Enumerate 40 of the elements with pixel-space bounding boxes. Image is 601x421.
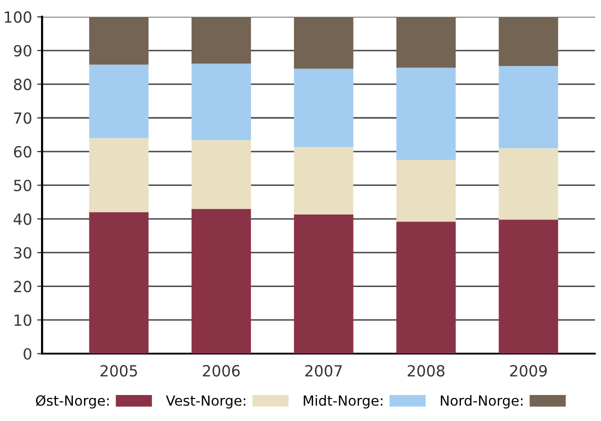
y-tick-label: 90 (14, 44, 32, 57)
bar (396, 222, 456, 354)
bar (192, 64, 251, 140)
y-tick-label: 70 (14, 112, 32, 124)
x-tick-label: 2005 (100, 365, 137, 377)
y-tick-label: 20 (14, 280, 32, 292)
bar (192, 140, 251, 209)
bar (294, 214, 354, 354)
x-tick-label: 2008 (408, 365, 444, 377)
bar (498, 66, 558, 148)
bar (294, 16, 354, 69)
bar (396, 68, 456, 160)
legend-label: Nord-Norge: (440, 395, 522, 408)
bar (89, 16, 149, 65)
y-tick-label: 60 (14, 146, 32, 158)
bar (89, 138, 149, 212)
x-tick-label: 2007 (305, 365, 342, 377)
legend-label: Vest-Norge: (166, 395, 246, 408)
x-tick-label: 2009 (510, 365, 547, 377)
bar (294, 68, 354, 148)
y-tick-label: 40 (14, 213, 32, 225)
legend-label: Øst-Norge: (36, 395, 109, 408)
y-tick-label: 100 (4, 11, 32, 23)
bar (396, 160, 456, 222)
bar (498, 220, 558, 354)
bar (192, 16, 251, 64)
y-tick-label: 0 (24, 348, 32, 360)
bar (498, 148, 558, 220)
y-tick-label: 50 (14, 180, 32, 192)
legend-label: Midt-Norge: (304, 395, 382, 408)
bar (89, 64, 149, 138)
bar (192, 208, 251, 354)
y-tick-label: 30 (14, 247, 32, 259)
bar (396, 16, 456, 68)
bar (294, 147, 354, 215)
y-tick-label: 80 (14, 78, 32, 90)
bar (498, 16, 558, 66)
y-tick-label: 10 (14, 314, 32, 326)
bar (89, 212, 149, 354)
x-tick-label: 2006 (202, 365, 240, 377)
